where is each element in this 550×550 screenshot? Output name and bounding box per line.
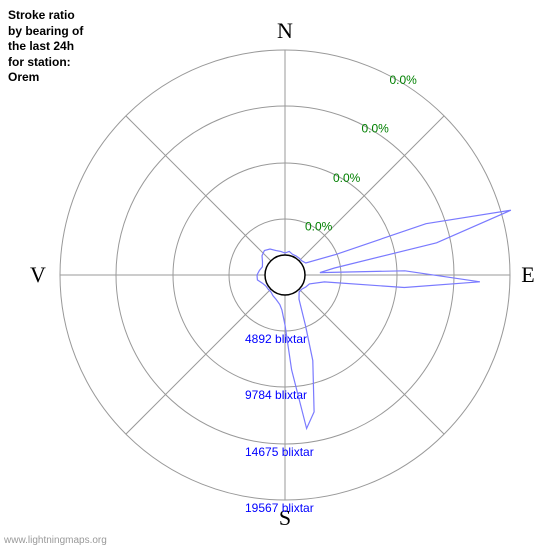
ring-label-count: 4892 blixtar: [245, 332, 307, 346]
cardinal-n: N: [277, 18, 293, 43]
center-circle: [265, 255, 305, 295]
ring-label-pct: 0.0%: [305, 220, 333, 234]
cardinal-w: V: [30, 262, 46, 287]
ring-label-pct: 0.0%: [390, 73, 418, 87]
ring-label-pct: 0.0%: [362, 122, 390, 136]
ring-label-count: 14675 blixtar: [245, 445, 314, 459]
cardinal-e: E: [521, 262, 534, 287]
grid-spoke: [299, 116, 444, 261]
grid-spoke: [126, 116, 271, 261]
polar-chart: NESV0.0%0.0%0.0%0.0%4892 blixtar9784 bli…: [0, 0, 550, 550]
grid-spoke: [299, 289, 444, 434]
ring-label-pct: 0.0%: [333, 171, 361, 185]
ring-label-count: 19567 blixtar: [245, 501, 314, 515]
grid-spoke: [126, 289, 271, 434]
